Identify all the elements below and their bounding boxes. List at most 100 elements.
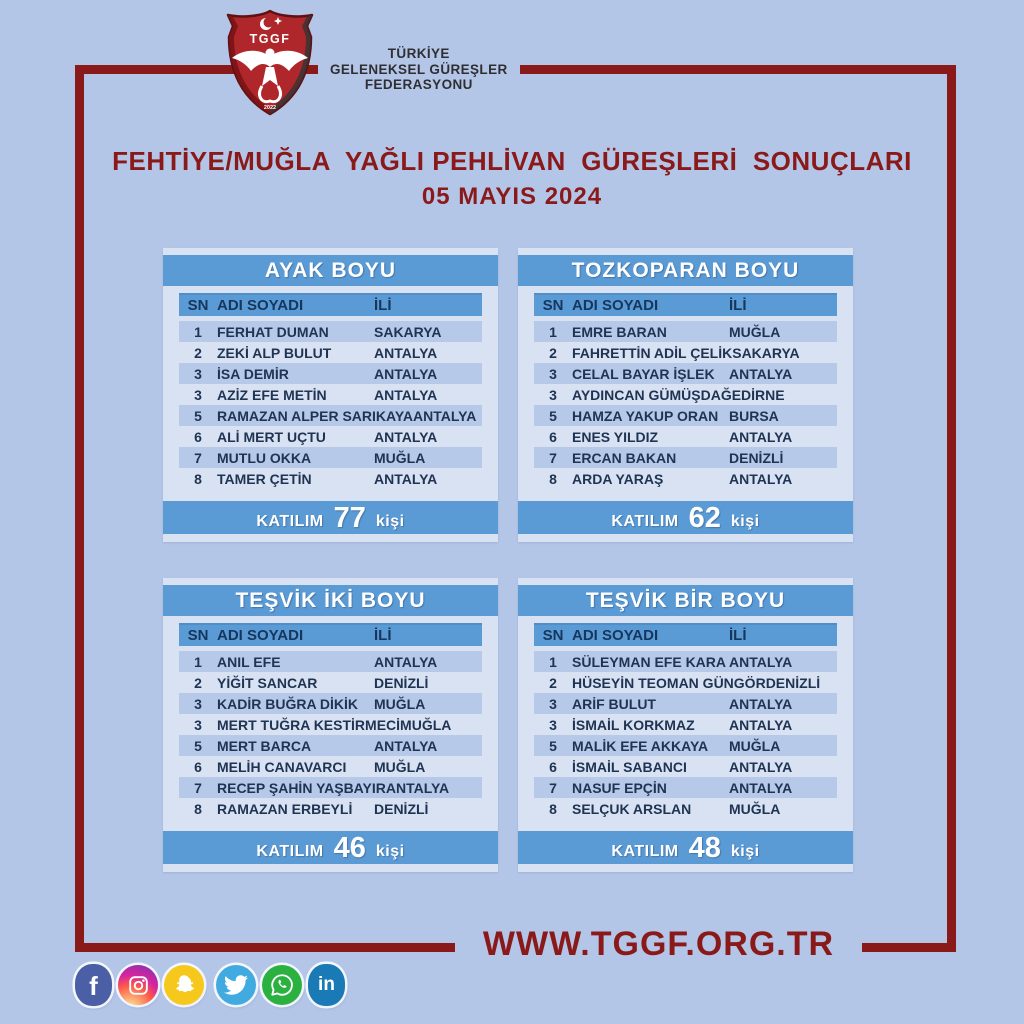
- row-province: MUĞLA: [374, 695, 426, 712]
- row-wrestler-name: TAMER ÇETİN: [217, 470, 312, 487]
- row-wrestler-name: ENES YILDIZ: [572, 428, 659, 445]
- bird-glyph: [224, 975, 248, 995]
- row-rank: 1: [194, 323, 202, 340]
- table-row: 8 SELÇUK ARSLAN MUĞLA: [534, 798, 837, 819]
- svg-text:2022: 2022: [264, 105, 276, 111]
- row-wrestler-name: İSA DEMİR: [217, 365, 289, 382]
- table-row: 7 NASUF EPÇİN ANTALYA: [534, 777, 837, 798]
- row-province: ANTALYA: [413, 407, 477, 424]
- row-province: ANTALYA: [374, 737, 438, 754]
- table-title: TEŞVİK İKİ BOYU: [163, 585, 498, 616]
- row-province: BURSA: [729, 407, 779, 424]
- phone-glyph: [271, 974, 293, 996]
- table-row: 3 CELAL BAYAR İŞLEK ANTALYA: [534, 363, 837, 384]
- camera-glyph: [128, 975, 148, 995]
- row-province: ANTALYA: [729, 365, 793, 382]
- table-rows: 1 ANIL EFE ANTALYA 2 YİĞİT SANCAR DENİZL…: [179, 651, 482, 819]
- column-city: İLİ: [729, 627, 747, 644]
- row-province: MUĞLA: [374, 758, 426, 775]
- participation-unit: kişi: [730, 513, 760, 530]
- table-rows: 1 EMRE BARAN MUĞLA 2 FAHRETTİN ADİL ÇELİ…: [534, 321, 837, 489]
- results-table-ayak-boyu: AYAK BOYU SN ADI SOYADI İLİ 1 FERHAT DUM…: [163, 248, 498, 542]
- table-row: 1 EMRE BARAN MUĞLA: [534, 321, 837, 342]
- table-row: 2 YİĞİT SANCAR DENİZLİ: [179, 672, 482, 693]
- federation-name-line2: GELENEKSEL GÜREŞLER: [330, 61, 508, 77]
- column-sn: SN: [187, 627, 209, 644]
- row-province: MUĞLA: [729, 737, 781, 754]
- row-rank: 5: [194, 737, 202, 754]
- row-province: ANTALYA: [729, 653, 793, 670]
- row-rank: 6: [549, 428, 557, 445]
- instagram-icon[interactable]: [118, 965, 158, 1005]
- participation-count: 48: [688, 832, 721, 864]
- tggf-logo: TGGF 2022: [222, 8, 318, 118]
- table-row: 5 HAMZA YAKUP ORAN BURSA: [534, 405, 837, 426]
- row-rank: 1: [549, 323, 557, 340]
- row-province: ANTALYA: [374, 365, 438, 382]
- row-rank: 7: [194, 779, 202, 796]
- results-table-tesvik-iki-boyu: TEŞVİK İKİ BOYU SN ADI SOYADI İLİ 1 ANIL…: [163, 578, 498, 872]
- federation-shield-icon: TGGF 2022: [226, 9, 314, 116]
- table-row: 6 İSMAİL SABANCI ANTALYA: [534, 756, 837, 777]
- row-province: MUĞLA: [374, 449, 426, 466]
- event-date: 05 MAYIS 2024: [421, 183, 603, 210]
- row-wrestler-name: NASUF EPÇİN: [572, 779, 667, 796]
- row-province: DENİZLİ: [765, 674, 821, 691]
- event-title: FEHTİYE/MUĞLA YAĞLI PEHLİVAN GÜREŞLERİ S…: [112, 146, 912, 176]
- table-row: 3 ARİF BULUT ANTALYA: [534, 693, 837, 714]
- row-wrestler-name: SELÇUK ARSLAN: [572, 800, 692, 817]
- whatsapp-icon[interactable]: [262, 965, 302, 1005]
- row-rank: 6: [194, 428, 202, 445]
- table-row: 3 İSA DEMİR ANTALYA: [179, 363, 482, 384]
- table-row: 5 MALİK EFE AKKAYA MUĞLA: [534, 735, 837, 756]
- row-wrestler-name: İSMAİL SABANCI: [572, 758, 687, 775]
- svg-text:TGGF: TGGF: [250, 32, 291, 46]
- frame-right-line: [947, 65, 956, 952]
- row-rank: 1: [194, 653, 202, 670]
- table-row: 6 ENES YILDIZ ANTALYA: [534, 426, 837, 447]
- row-wrestler-name: FERHAT DUMAN: [217, 323, 329, 340]
- table-row: 2 FAHRETTİN ADİL ÇELİK SAKARYA: [534, 342, 837, 363]
- column-city: İLİ: [729, 297, 747, 314]
- table-row: 8 ARDA YARAŞ ANTALYA: [534, 468, 837, 489]
- ghost-glyph: [176, 975, 195, 993]
- participation-unit: kişi: [375, 513, 405, 530]
- column-name: ADI SOYADI: [572, 627, 659, 644]
- table-row: 5 MERT BARCA ANTALYA: [179, 735, 482, 756]
- linkedin-icon[interactable]: in: [308, 964, 345, 1006]
- table-row: 6 MELİH CANAVARCI MUĞLA: [179, 756, 482, 777]
- facebook-icon[interactable]: f: [75, 964, 112, 1006]
- row-wrestler-name: İSMAİL KORKMAZ: [572, 716, 695, 733]
- row-wrestler-name: ZEKİ ALP BULUT: [217, 344, 332, 361]
- row-wrestler-name: KADİR BUĞRA DİKİK: [217, 695, 359, 712]
- row-rank: 3: [549, 716, 557, 733]
- row-wrestler-name: EMRE BARAN: [572, 323, 667, 340]
- table-row: 3 AYDINCAN GÜMÜŞDAĞ EDİRNE: [534, 384, 837, 405]
- row-wrestler-name: RECEP ŞAHİN YAŞBAYIR: [217, 779, 386, 796]
- column-name: ADI SOYADI: [572, 297, 659, 314]
- federation-name-line3: FEDERASYONU: [364, 77, 473, 92]
- row-wrestler-name: MERT TUĞRA KESTİRMECİ: [217, 716, 401, 733]
- participation-footer: KATILIM 62 kişi: [518, 501, 853, 534]
- table-rows: 1 SÜLEYMAN EFE KARA ANTALYA 2 HÜSEYİN TE…: [534, 651, 837, 819]
- wrestlers-emblem: [232, 48, 308, 104]
- row-province: ANTALYA: [729, 716, 793, 733]
- row-rank: 8: [194, 800, 202, 817]
- row-wrestler-name: MALİK EFE AKKAYA: [572, 737, 709, 754]
- table-column-header: SN ADI SOYADI İLİ: [534, 293, 837, 316]
- column-sn: SN: [542, 297, 564, 314]
- snapchat-icon[interactable]: [164, 965, 204, 1005]
- row-wrestler-name: FAHRETTİN ADİL ÇELİK: [572, 344, 733, 361]
- table-row: 2 HÜSEYİN TEOMAN GÜNGÖR DENİZLİ: [534, 672, 837, 693]
- twitter-icon[interactable]: [216, 965, 256, 1005]
- table-row: 1 ANIL EFE ANTALYA: [179, 651, 482, 672]
- column-name: ADI SOYADI: [217, 627, 304, 644]
- row-province: MUĞLA: [729, 323, 781, 340]
- row-province: MUĞLA: [400, 716, 452, 733]
- table-row: 3 İSMAİL KORKMAZ ANTALYA: [534, 714, 837, 735]
- frame-left-line: [75, 65, 84, 952]
- row-wrestler-name: YİĞİT SANCAR: [217, 674, 318, 691]
- table-row: 5 RAMAZAN ALPER SARIKAYA ANTALYA: [179, 405, 482, 426]
- row-rank: 8: [549, 800, 557, 817]
